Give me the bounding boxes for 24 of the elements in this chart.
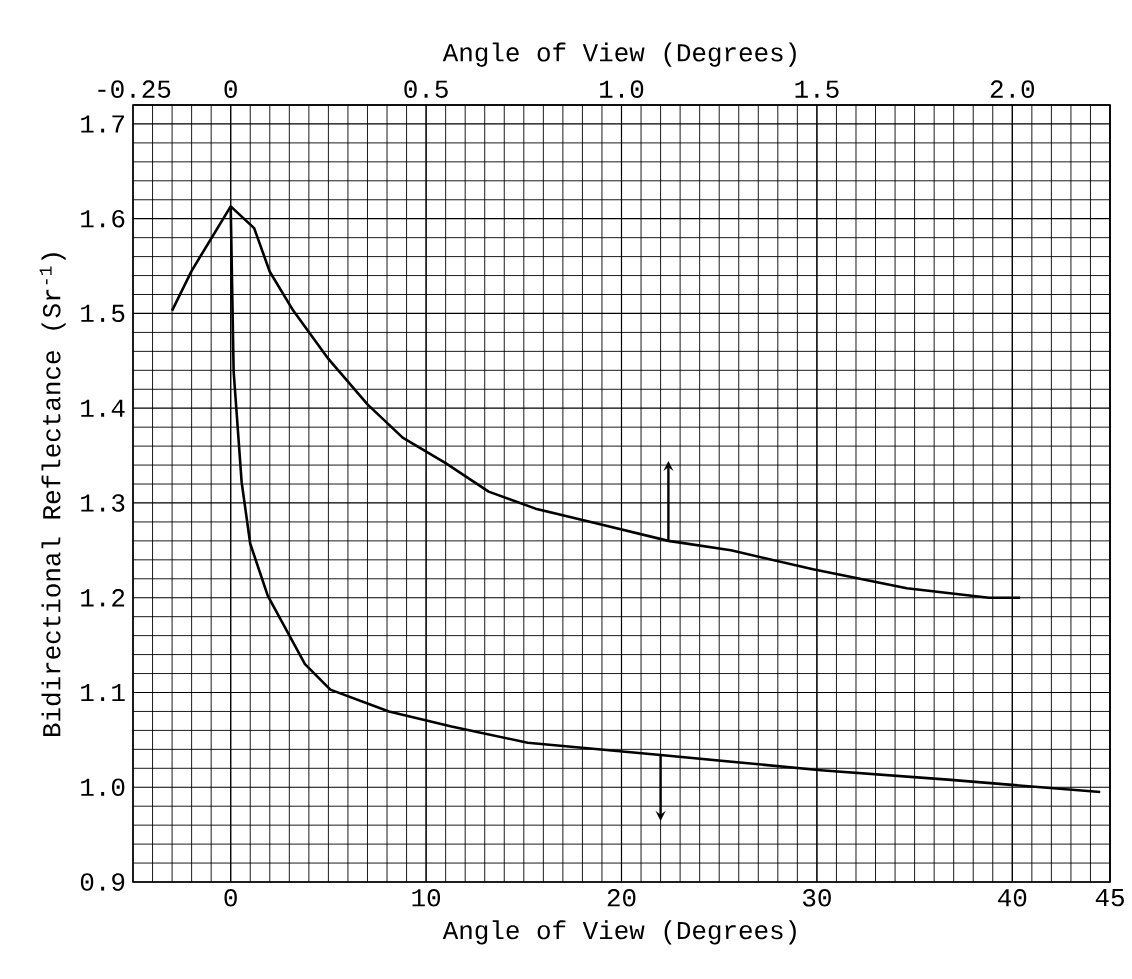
x-tick-label: 10 <box>412 889 441 907</box>
y-tick-label: 1.7 <box>81 115 124 133</box>
y-tick-label: 1.6 <box>81 209 125 228</box>
x-tick-label: 40 <box>998 889 1027 907</box>
x2-tick-label: 0.5 <box>404 80 448 98</box>
x-tick-label: 0 <box>224 889 237 907</box>
x-axis-title: Angle of View (Degrees) <box>442 920 796 945</box>
y-tick-label: 1.0 <box>81 778 125 797</box>
y-axis-title: Bidirectional Reflectance (Sr$^{-1}$) <box>39 253 66 736</box>
y-tick-label: 1.5 <box>81 304 125 323</box>
x2-tick-label: 0 <box>224 80 237 98</box>
y-tick-label: 1.2 <box>81 589 125 607</box>
x-tick-label: 20 <box>607 889 636 907</box>
x-tick-label: 30 <box>802 889 831 907</box>
y-tick-label: 1.3 <box>81 494 125 512</box>
x2-tick-label: -0.25 <box>98 80 171 98</box>
y-tick-label: 1.4 <box>81 399 125 417</box>
x2-axis-title: Angle of View (Degrees) <box>442 42 796 67</box>
x-tick-label: 45 <box>1095 889 1124 907</box>
y-tick-label: 0.9 <box>80 873 125 891</box>
y-tick-label: 1.1 <box>81 683 125 702</box>
x2-tick-label: 1.0 <box>600 80 644 98</box>
x2-tick-label: 1.5 <box>795 80 839 98</box>
x2-tick-label: 2.0 <box>990 80 1035 98</box>
